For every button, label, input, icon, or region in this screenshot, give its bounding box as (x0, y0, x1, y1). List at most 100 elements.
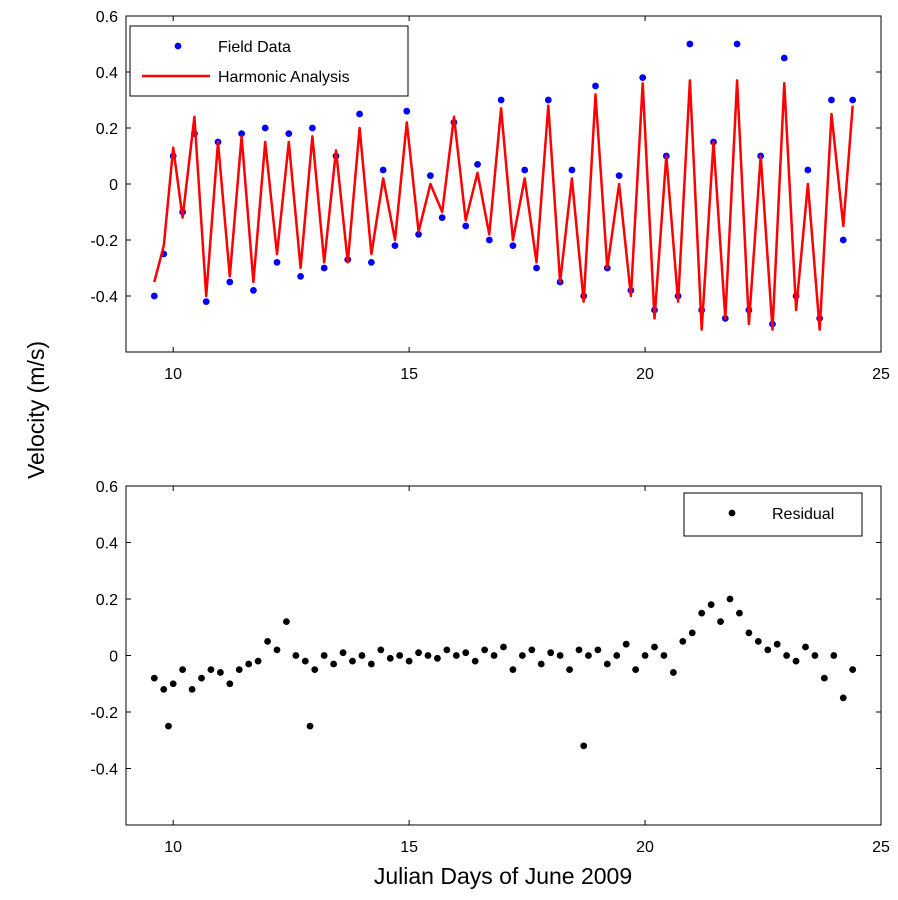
x-tick-label: 20 (636, 839, 654, 856)
data-point (438, 214, 446, 222)
data-point (839, 694, 847, 702)
data-point (736, 609, 743, 617)
series-line (153, 79, 854, 331)
data-point (238, 130, 246, 138)
data-point (339, 649, 347, 657)
data-point (839, 236, 847, 244)
data-point (179, 666, 187, 674)
data-point (367, 660, 375, 668)
data-point (452, 652, 460, 659)
data-point (830, 652, 838, 659)
data-point (443, 646, 451, 654)
data-point (474, 161, 481, 168)
data-point (568, 166, 576, 174)
y-tick-label: -0.4 (90, 762, 118, 779)
data-point (254, 657, 262, 665)
data-point (160, 686, 168, 693)
data-point (391, 242, 399, 250)
data-point (622, 640, 630, 648)
data-point (285, 130, 293, 138)
data-point (828, 96, 835, 104)
data-point (367, 259, 375, 266)
data-point (356, 110, 363, 118)
data-point (497, 96, 505, 104)
data-point (521, 166, 529, 174)
data-point (811, 652, 819, 659)
data-point (575, 646, 583, 654)
data-point (537, 660, 545, 668)
data-point (481, 646, 489, 654)
data-point (188, 686, 196, 693)
data-point (754, 637, 762, 645)
data-point (250, 287, 257, 294)
data-point (639, 74, 647, 81)
axes-2-series (150, 595, 857, 750)
data-point (306, 722, 314, 730)
data-point (585, 652, 592, 659)
data-point (669, 669, 677, 676)
data-point (603, 660, 611, 668)
y-tick-label: 0.4 (96, 65, 118, 82)
data-point (330, 660, 338, 668)
data-point (301, 657, 309, 665)
y-tick-label: -0.2 (90, 233, 118, 250)
data-point (415, 649, 422, 657)
data-point (679, 637, 687, 645)
data-point (594, 646, 602, 654)
data-point (198, 674, 205, 682)
data-point (773, 640, 781, 648)
data-point (283, 618, 290, 625)
data-point (226, 680, 234, 688)
data-point (405, 657, 413, 665)
data-point (308, 124, 316, 132)
data-point (792, 657, 800, 665)
data-point (547, 649, 555, 657)
legend-marker (174, 42, 182, 50)
data-point (349, 657, 356, 665)
y-tick-label: 0 (109, 649, 118, 666)
legend-marker (728, 509, 736, 517)
data-point (386, 654, 394, 662)
data-point (490, 652, 498, 659)
data-point (311, 666, 319, 674)
data-point (273, 259, 281, 266)
data-point (726, 595, 734, 603)
y-tick-label: 0.6 (96, 9, 118, 26)
data-point (297, 273, 304, 280)
data-point (745, 629, 753, 637)
legend-label: Field Data (218, 39, 291, 56)
legend-label: Residual (772, 506, 834, 523)
y-tick-label: 0.2 (96, 592, 118, 609)
data-point (426, 172, 434, 180)
x-tick-label: 10 (164, 366, 182, 383)
data-point (533, 264, 540, 272)
data-point (528, 646, 536, 654)
data-point (613, 652, 621, 659)
data-point (849, 96, 857, 104)
data-point (660, 652, 668, 659)
data-point (518, 652, 526, 659)
legend-box (129, 25, 409, 97)
data-point (379, 166, 387, 174)
data-point (462, 649, 470, 657)
y-tick-label: 0.4 (96, 536, 118, 553)
data-point (320, 264, 328, 272)
data-point (733, 40, 741, 48)
x-tick-label: 10 (164, 839, 182, 856)
data-point (273, 646, 281, 654)
y-tick-label: -0.2 (90, 705, 118, 722)
x-tick-label: 25 (872, 839, 890, 856)
data-point (403, 107, 411, 115)
data-point (377, 646, 385, 654)
plots: -0.4 -0.2 0 0.2 0.4 0.6 10 15 20 25 Field Data Harm… (90, 9, 890, 856)
data-point (462, 222, 470, 230)
data-point (434, 654, 441, 662)
data-point (202, 298, 210, 305)
data-point (358, 652, 366, 659)
data-point (396, 652, 404, 659)
data-point (424, 652, 432, 659)
data-point (780, 54, 788, 62)
legend-label: Harmonic Analysis (218, 69, 350, 86)
data-point (615, 172, 623, 180)
